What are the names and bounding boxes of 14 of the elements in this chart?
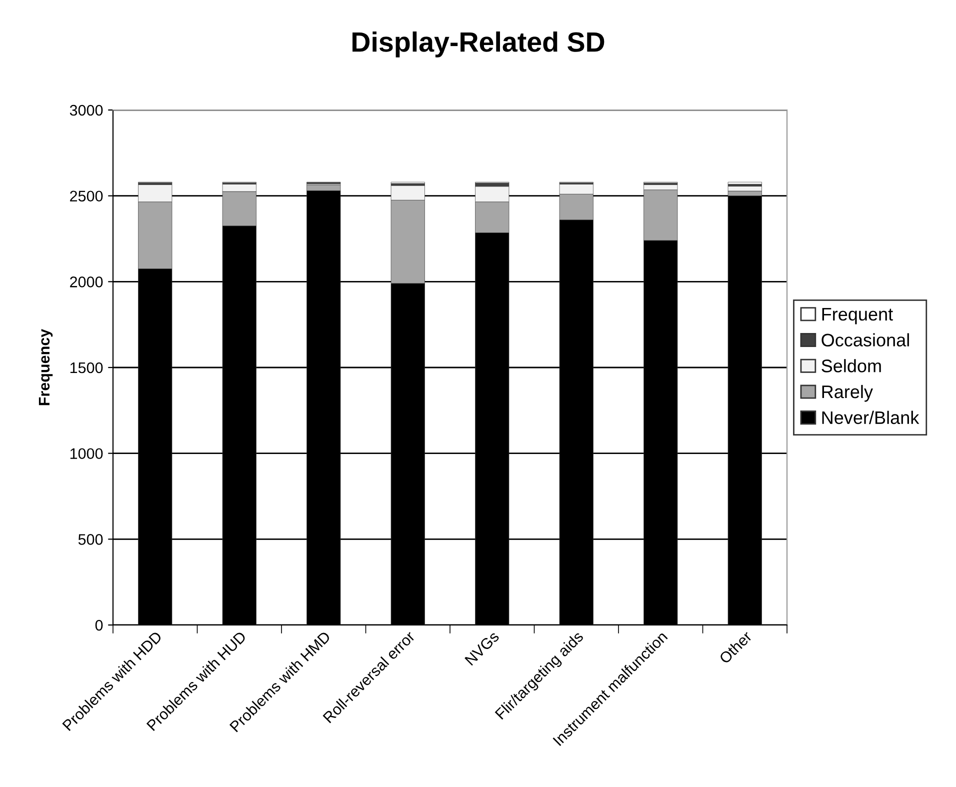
y-tick-label: 2500 [70, 190, 103, 202]
y-tick-label: 0 [95, 620, 103, 631]
y-tick-label: 1000 [70, 448, 103, 460]
chart-title: Display-Related SD [352, 31, 604, 58]
y-axis-title: Frequency [38, 328, 53, 406]
legend-label: Seldom [822, 359, 881, 372]
y-tick-label: 3000 [70, 104, 103, 116]
legend-label: Frequent [822, 308, 893, 324]
legend-label: Occasional [822, 333, 909, 346]
y-tick-label: 1500 [70, 362, 103, 374]
legend-label: Rarely [822, 384, 873, 402]
legend-label: Never/Blank [822, 410, 920, 424]
y-tick-label: 500 [78, 534, 103, 545]
y-tick-label: 2000 [70, 276, 103, 288]
